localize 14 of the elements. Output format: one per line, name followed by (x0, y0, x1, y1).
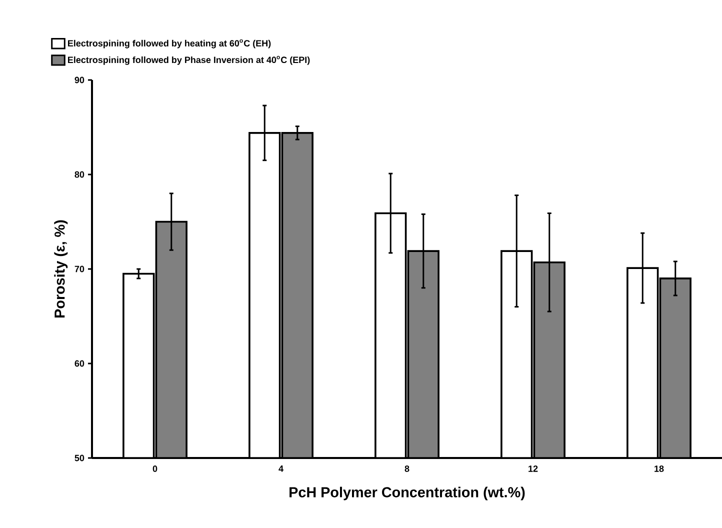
x-tick-label: 18 (654, 466, 664, 472)
x-tick-label: 12 (528, 466, 538, 472)
y-tick-label: 60 (74, 360, 84, 367)
y-tick-label: 70 (74, 266, 84, 272)
legend-label: Electrospining followed by Phase Inversion at 40$^{o}$C (EPI) (68, 56, 310, 65)
legend-label: Electrospining followed by heating at 60$^{o}$C (EH) (68, 39, 271, 48)
y-tick-label: 80 (74, 171, 84, 178)
x-tick-label: 4 (278, 466, 284, 472)
y-axis-title: Porosity (ε, %) (54, 220, 68, 318)
y-tick-label: 50 (74, 454, 84, 462)
x-tick-label: 0 (152, 466, 158, 472)
y-tick-label: 90 (74, 76, 84, 84)
x-tick-label: 8 (404, 466, 410, 472)
x-axis-title: PcH Polymer Concentration (wt.%) (290, 486, 525, 500)
